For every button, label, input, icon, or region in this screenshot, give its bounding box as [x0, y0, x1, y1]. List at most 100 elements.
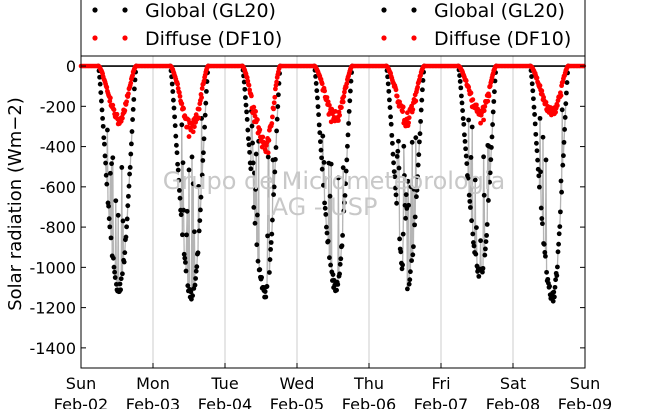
legend-marker-global-2 [381, 7, 387, 13]
global-point [172, 114, 178, 120]
global-point [108, 235, 114, 241]
global-point [389, 132, 395, 138]
global-point [128, 151, 134, 157]
diffuse-point [186, 134, 192, 139]
diffuse-point [177, 90, 182, 95]
global-point [194, 264, 200, 270]
diffuse-point [246, 82, 252, 88]
global-point [178, 212, 184, 218]
global-point [340, 165, 346, 171]
legend-marker-global-1b [122, 7, 128, 13]
global-connector [266, 156, 269, 236]
diffuse-point [271, 106, 276, 112]
global-point [268, 247, 273, 252]
global-connector [398, 168, 401, 239]
diffuse-point [393, 87, 399, 93]
diffuse-point [485, 98, 491, 104]
global-point [202, 124, 208, 130]
diffuse-point [111, 107, 117, 113]
legend: Global (GL20) Diffuse (DF10) Global (GL2… [80, 0, 586, 57]
global-point [481, 192, 487, 198]
diffuse-point [253, 109, 258, 114]
legend-label-global-1: Global (GL20) [145, 0, 276, 22]
global-point [559, 107, 565, 113]
global-point [564, 90, 569, 96]
global-point [390, 151, 396, 157]
global-connector [403, 175, 406, 206]
global-point [335, 282, 341, 287]
global-point [272, 169, 278, 175]
global-point [193, 276, 199, 281]
global-point [184, 208, 190, 214]
global-point [412, 222, 417, 228]
diffuse-point [199, 95, 205, 100]
global-point [395, 148, 401, 154]
global-point [100, 115, 105, 121]
global-point [418, 107, 424, 113]
diffuse-point [125, 91, 131, 97]
diffuse-point [114, 111, 120, 117]
x-tick-label-date: Feb-09 [558, 395, 612, 409]
global-point [180, 232, 185, 238]
global-point [244, 117, 250, 122]
diffuse-point [274, 79, 279, 85]
global-point [198, 207, 203, 213]
global-point [251, 204, 257, 210]
global-point [199, 172, 205, 178]
global-point [393, 185, 398, 191]
global-point [118, 287, 123, 293]
global-point [561, 139, 567, 145]
global-point [102, 141, 107, 147]
global-point [480, 265, 486, 271]
global-point [97, 81, 103, 87]
global-point [392, 174, 398, 180]
global-point [482, 252, 488, 258]
global-point [124, 216, 130, 222]
global-point [540, 221, 545, 227]
global-point [181, 207, 187, 213]
diffuse-point [322, 88, 327, 94]
global-point [185, 283, 191, 289]
global-point [491, 99, 497, 104]
global-point [196, 184, 202, 189]
global-point [547, 283, 552, 289]
global-point [467, 198, 473, 204]
global-point [559, 189, 564, 195]
diffuse-point [543, 99, 549, 105]
global-point [265, 233, 270, 239]
global-point [541, 241, 547, 247]
global-point [172, 123, 178, 129]
global-point [328, 161, 334, 167]
legend-marker-diffuse-2b [411, 35, 417, 41]
global-point [542, 250, 548, 255]
diffuse-point [177, 93, 183, 99]
y-tick-label: -1000 [30, 258, 77, 277]
global-point [555, 264, 560, 270]
global-point [274, 128, 279, 134]
global-point [102, 153, 108, 159]
global-point [539, 216, 545, 221]
global-point [481, 154, 486, 160]
diffuse-point [340, 99, 346, 105]
diffuse-point [269, 121, 275, 126]
global-point [558, 178, 564, 184]
global-point [405, 178, 411, 184]
x-tick-label-date: Feb-06 [342, 395, 396, 409]
x-tick-label-date: Feb-03 [126, 395, 180, 409]
global-point [127, 165, 133, 170]
global-point [388, 114, 393, 120]
diffuse-point [196, 106, 202, 112]
global-connector [559, 180, 562, 212]
global-point [181, 251, 187, 257]
global-point [483, 239, 489, 245]
global-point [488, 157, 494, 163]
global-point [321, 182, 326, 188]
diffuse-point [400, 109, 405, 114]
global-point [464, 161, 470, 167]
global-point [346, 109, 352, 114]
global-point [387, 105, 393, 110]
global-point [405, 286, 410, 292]
diffuse-series-points [78, 63, 587, 156]
diffuse-point [336, 118, 341, 123]
global-point [420, 78, 426, 83]
